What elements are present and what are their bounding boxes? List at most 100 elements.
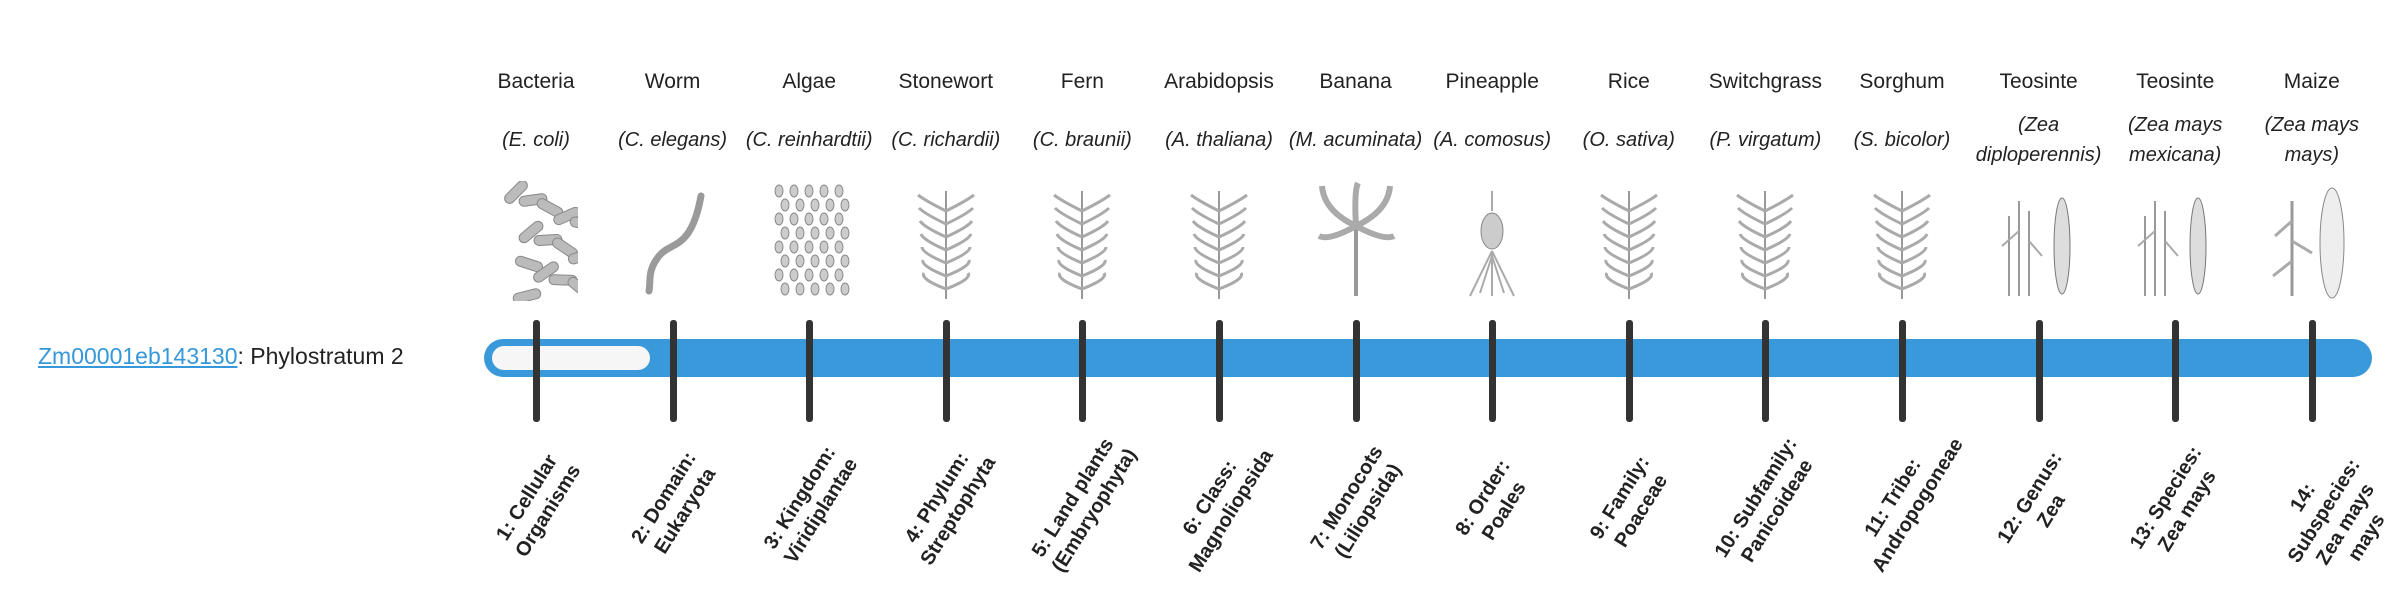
phylostratum-text: : Phylostratum 2 <box>237 343 404 369</box>
organism-common-name: Teosinte <box>2136 70 2215 93</box>
organism-species-name: (P. virgatum) <box>1695 102 1835 174</box>
species-text: (Zea mays mays) <box>2264 114 2360 166</box>
algae-icon <box>739 180 879 302</box>
phylostratum-label: 5: Land plants (Embryophyta) <box>1028 434 1142 577</box>
species-text: (C. richardii) <box>891 129 1001 151</box>
rice-icon <box>1559 180 1699 302</box>
organism-common-name: Arabidopsis <box>1164 70 1274 93</box>
arabidopsis-icon <box>1149 180 1289 302</box>
species-text: (M. acuminata) <box>1288 129 1423 151</box>
organism-column: Algae (C. reinhardtii) <box>739 62 879 302</box>
organism-column: Rice (O. sativa) <box>1559 62 1699 302</box>
phylostratum-tick <box>2172 320 2180 422</box>
phylostratum-tick <box>2308 320 2316 422</box>
gene-label: Zm00001eb143130: Phylostratum 2 <box>38 340 404 372</box>
switchgrass-icon <box>1695 180 1835 302</box>
phylostratum-tick <box>1762 320 1770 422</box>
phylostratum-label: 8: Order: Poales <box>1451 456 1531 545</box>
organism-species-name: (Zea diploperennis) <box>1969 102 2109 174</box>
phylostratum-label: 6: Class: Magnoliopsida <box>1178 445 1278 577</box>
organism-common-name: Switchgrass <box>1708 70 1822 93</box>
organism-species-name: (C. elegans) <box>603 102 743 174</box>
phylostratum-tick <box>806 320 814 422</box>
phylostratum-label: 13: Species: Zea mays <box>2126 442 2221 556</box>
organism-common-name: Fern <box>1060 70 1104 93</box>
species-text: (P. virgatum) <box>1709 129 1822 151</box>
teosinte-icon <box>2105 180 2245 302</box>
phylostratum-tick <box>942 320 950 422</box>
species-text: (C. braunii) <box>1032 129 1132 151</box>
phylostratum-tick <box>1489 320 1497 422</box>
phylostratum-label: 2: Domain: Eukaryota <box>626 448 720 558</box>
organism-common-name: Sorghum <box>1859 70 1945 93</box>
organism-column: Teosinte (Zea mays mexicana) <box>2105 62 2245 302</box>
species-text: (S. bicolor) <box>1853 129 1951 151</box>
organism-species-name: (E. coli) <box>466 102 606 174</box>
organism-column: Teosinte (Zea diploperennis) <box>1969 62 2109 302</box>
organism-common-name: Maize <box>2283 70 2340 93</box>
phylostratum-tick <box>2035 320 2043 422</box>
stonewort-icon <box>876 180 1016 302</box>
organism-common-name: Algae <box>782 70 837 93</box>
worm-icon <box>603 180 743 302</box>
phylostratum-tick <box>1079 320 1087 422</box>
organism-column: Switchgrass (P. virgatum) <box>1695 62 1835 302</box>
organism-common-name: Banana <box>1319 70 1392 93</box>
gene-link[interactable]: Zm00001eb143130 <box>38 343 238 369</box>
organism-column: Arabidopsis (A. thaliana) <box>1149 62 1289 302</box>
organism-species-name: (A. thaliana) <box>1149 102 1289 174</box>
organism-column: Pineapple (A. comosus) <box>1422 62 1562 302</box>
organism-species-name: (O. sativa) <box>1559 102 1699 174</box>
phylostratum-label: 12: Genus: Zea <box>1992 448 2070 548</box>
organism-species-name: (Zea mays mexicana) <box>2105 102 2245 174</box>
species-text: (A. thaliana) <box>1165 129 1273 151</box>
organism-species-name: (S. bicolor) <box>1832 102 1972 174</box>
organism-common-name: Worm <box>644 70 701 93</box>
bacteria-icon <box>466 180 606 302</box>
organism-common-name: Rice <box>1607 70 1650 93</box>
organism-species-name: (Zea mays mays) <box>2242 102 2382 174</box>
phylostratum-label: 3: Kingdom: Viridiplantae <box>760 442 863 568</box>
species-text: (O. sativa) <box>1582 129 1675 151</box>
organism-column: Maize (Zea mays mays) <box>2242 62 2382 302</box>
phylostratum-bar <box>484 339 2372 377</box>
organism-common-name: Pineapple <box>1445 70 1539 93</box>
organism-column: Fern (C. braunii) <box>1012 62 1152 302</box>
species-text: (E. coli) <box>502 129 570 151</box>
phylostratum-tick <box>1625 320 1633 422</box>
organism-species-name: (C. richardii) <box>876 102 1016 174</box>
phylostratum-tick <box>1352 320 1360 422</box>
phylostratum-label: 1: Cellular Organisms <box>492 450 586 562</box>
species-text: (A. comosus) <box>1433 129 1552 151</box>
phylostratum-label: 14: Subspecies: Zea mays mays <box>2283 455 2390 569</box>
organism-common-name: Stonewort <box>898 70 994 93</box>
phylostratum-fill <box>492 346 650 370</box>
species-text: (C. reinhardtii) <box>745 129 873 151</box>
species-text: (Zea diploperennis) <box>1975 114 2102 166</box>
pineapple-icon <box>1422 180 1562 302</box>
phylostratum-label: 10: Subfamily: Panicoideae <box>1710 433 1818 567</box>
maize-icon <box>2242 180 2382 302</box>
organism-column: Sorghum (S. bicolor) <box>1832 62 1972 302</box>
sorghum-icon <box>1832 180 1972 302</box>
organism-column: Bacteria (E. coli) <box>466 62 606 302</box>
phylostratum-tick <box>533 320 540 422</box>
organism-species-name: (C. braunii) <box>1012 102 1152 174</box>
teosinte-icon <box>1969 180 2109 302</box>
organism-column: Worm (C. elegans) <box>603 62 743 302</box>
organism-column: Stonewort (C. richardii) <box>876 62 1016 302</box>
phylostratum-label: 4: Phylum: Streptophyta <box>900 448 1001 570</box>
organism-common-name: Teosinte <box>1999 70 2078 93</box>
phylostratum-label: 11: Tribe: Andropogoneae <box>1860 434 1968 577</box>
species-text: (Zea mays mexicana) <box>2127 114 2223 166</box>
phylostratum-tick <box>1216 320 1223 422</box>
phylostratum-tick <box>1899 320 1906 422</box>
organism-species-name: (A. comosus) <box>1422 102 1562 174</box>
organism-species-name: (C. reinhardtii) <box>739 102 879 174</box>
organism-species-name: (M. acuminata) <box>1286 102 1426 174</box>
organism-column: Banana (M. acuminata) <box>1286 62 1426 302</box>
species-text: (C. elegans) <box>618 129 728 151</box>
banana-icon <box>1286 180 1426 302</box>
phylostratum-label: 7: Monocots (Liliopsida) <box>1306 441 1406 563</box>
phylostratum-label: 9: Family: Poaceae <box>1585 452 1672 552</box>
